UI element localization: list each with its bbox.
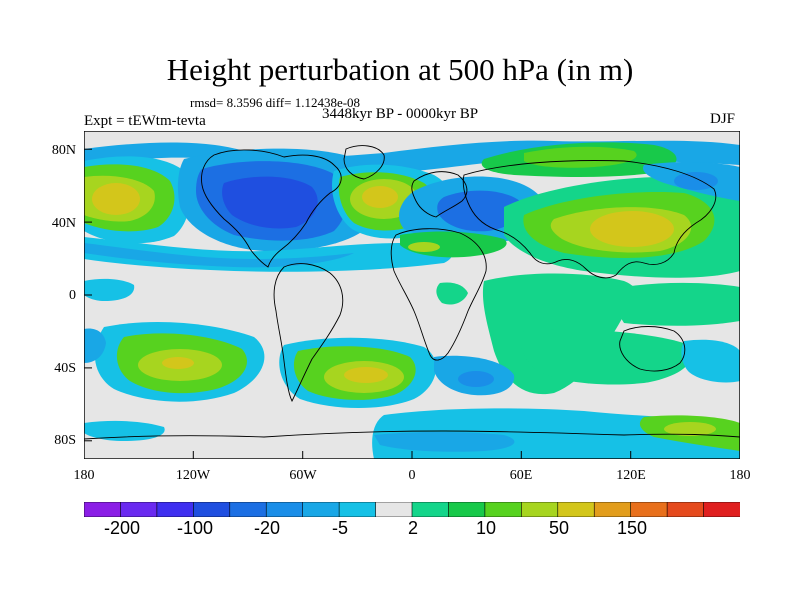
colorbar-swatch (448, 502, 486, 517)
south-america-tropics (436, 282, 468, 305)
north-pacific-east-low-core (674, 172, 718, 190)
stats-label: rmsd= 8.3596 diff= 1.12438e-08 (190, 95, 361, 110)
east-asia-high-peak (590, 211, 674, 247)
africa-coast (390, 228, 487, 361)
y-tick-40n: 40N (51, 216, 76, 231)
colorbar-swatch (229, 502, 267, 517)
south-atlantic-high-peak (344, 367, 388, 383)
asia-coast (462, 160, 717, 279)
south-east-pacific-low (681, 339, 740, 383)
colorbar-swatch (120, 502, 158, 517)
colorbar-label-150: 150 (616, 518, 648, 538)
season-label: DJF (710, 111, 736, 127)
north-asia-band-inner (524, 146, 637, 168)
x-tick-60w: 60W (289, 468, 317, 483)
x-tick-120e: 120E (616, 468, 646, 483)
colorbar-swatch (630, 502, 668, 517)
colorbar-label-10: 10 (475, 518, 497, 538)
colorbar-swatch (338, 502, 377, 517)
antarctica-south-band (374, 432, 515, 452)
colorbar-swatch (411, 502, 450, 517)
y-tick-80s: 80S (54, 433, 76, 448)
australia-coast (619, 326, 686, 372)
north-america-coast (201, 149, 342, 268)
colorbar-swatch (666, 502, 705, 517)
north-america-low-core (222, 176, 318, 229)
greenland-coast (343, 145, 385, 180)
tropical-low-band-2 (84, 243, 354, 268)
colorbar-label-50: 50 (548, 518, 570, 538)
south-pacific-high-peak (162, 357, 194, 369)
x-tick-180-right: 180 (729, 468, 751, 483)
colorbar-swatch (193, 502, 231, 517)
eurasia-low-inner (437, 190, 523, 232)
south-america-coast (273, 263, 344, 403)
colorbar-swatch (375, 502, 413, 517)
antarctica-coast (84, 430, 740, 440)
north-africa-high-core (408, 242, 440, 252)
south-pacific-west-low (84, 328, 106, 363)
x-tick-120w: 120W (175, 468, 211, 483)
colorbar-swatch (302, 502, 340, 517)
y-tick-40s: 40S (54, 361, 76, 376)
west-pacific-band (604, 282, 740, 326)
colorbar-swatch (265, 502, 304, 517)
east-pacific-band (84, 278, 135, 301)
x-tick-180-left: 180 (73, 468, 95, 483)
map-plot (84, 131, 740, 459)
colorbar-label-minus5: -5 (331, 518, 348, 538)
x-tick-60e: 60E (509, 468, 533, 483)
experiment-label: Expt = tEWtm-tevta (84, 113, 206, 129)
period-label: 3448kyr BP - 0000kyr BP (322, 106, 479, 122)
antarctica-core (664, 422, 716, 436)
colorbar-label-2: 2 (407, 518, 418, 538)
europe-coast (411, 171, 468, 218)
colorbar-swatch (593, 502, 632, 517)
colorbar-label-minus200: -200 (103, 518, 141, 538)
y-tick-0: 0 (69, 288, 76, 303)
y-tick-80n: 80N (51, 143, 76, 158)
coastlines (84, 145, 740, 440)
colorbar-swatch (484, 502, 522, 517)
colorbar-swatch (703, 502, 740, 517)
north-atlantic-high-peak (362, 186, 398, 208)
colorbar-swatch (557, 502, 595, 517)
figure-title: Height perturbation at 500 hPa (in m) (166, 52, 634, 87)
colorbar-swatch (156, 502, 194, 517)
south-indian-low-core (458, 371, 494, 387)
colorbar-swatch (84, 502, 122, 517)
colorbar (84, 502, 740, 517)
north-pacific-high-peak (92, 183, 140, 215)
colorbar-swatch (521, 502, 559, 517)
colorbar-label-minus20: -20 (253, 518, 280, 538)
tick-marks (84, 148, 740, 459)
x-tick-0: 0 (408, 468, 416, 483)
colorbar-label-minus100: -100 (176, 518, 214, 538)
